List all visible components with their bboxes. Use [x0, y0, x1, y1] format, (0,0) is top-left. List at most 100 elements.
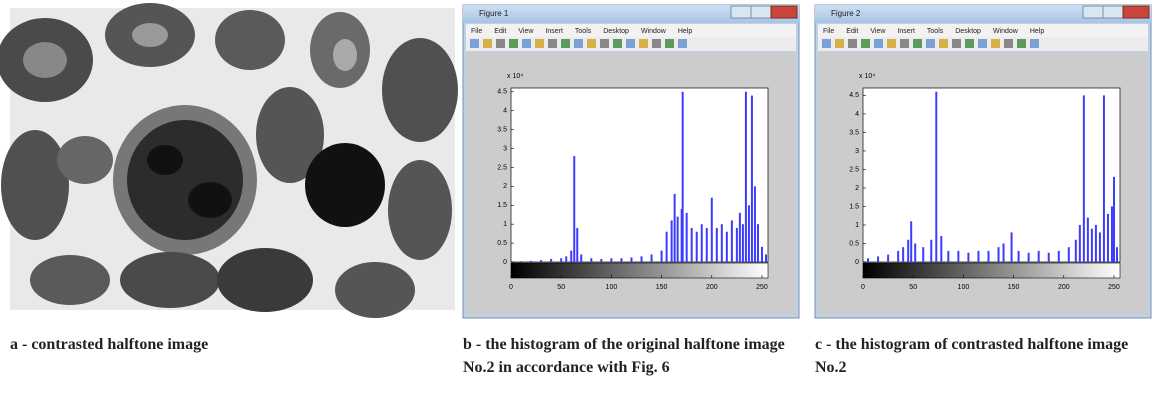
- x-tick-label: 150: [656, 284, 668, 291]
- bar: [897, 250, 900, 262]
- bar: [930, 239, 933, 262]
- x-tick-label: 200: [1058, 284, 1070, 291]
- bar: [877, 256, 880, 262]
- bar: [730, 220, 733, 262]
- bar: [570, 250, 573, 262]
- bar: [1057, 250, 1060, 262]
- close-button: [770, 5, 798, 19]
- toolbar-icon: [887, 39, 896, 48]
- toolbar-icon: [665, 39, 674, 48]
- minimize-button: [1082, 5, 1104, 19]
- bar: [530, 260, 533, 262]
- bar: [685, 212, 688, 262]
- menu-item: Insert: [897, 28, 915, 35]
- bar: [520, 261, 523, 262]
- bar: [744, 91, 747, 262]
- toolbar-icon: [639, 39, 648, 48]
- micrograph: [0, 3, 458, 318]
- y-tick-label: 0.5: [497, 240, 507, 247]
- menu-item: View: [518, 28, 534, 35]
- menu-item: Insert: [545, 28, 563, 35]
- bar: [753, 186, 756, 262]
- bar: [910, 221, 913, 262]
- toolbar-icon: [548, 39, 557, 48]
- bar: [977, 250, 980, 262]
- bar: [710, 197, 713, 262]
- toolbar-icon: [939, 39, 948, 48]
- bar: [695, 231, 698, 262]
- bar: [1047, 252, 1050, 262]
- x-tick-label: 250: [756, 284, 768, 291]
- x-tick-label: 200: [706, 284, 718, 291]
- figure: Figure 1 File Edit View Insert Tools Desktop Wi…: [0, 3, 1152, 319]
- menu-item: Tools: [927, 28, 944, 35]
- window-title: Figure 2: [831, 9, 861, 18]
- x-tick-label: 0: [509, 284, 513, 291]
- caption: c - the histogram of contrasted halftone…: [815, 336, 1129, 376]
- menu-item: Window: [641, 28, 667, 35]
- toolbar-icon: [626, 39, 635, 48]
- bar: [690, 227, 693, 262]
- bar: [1027, 252, 1030, 262]
- y-tick-label: 2: [855, 185, 859, 192]
- bar: [1067, 247, 1070, 262]
- x-tick-label: 0: [861, 284, 865, 291]
- bar: [705, 227, 708, 262]
- bar: [670, 220, 673, 262]
- bar: [738, 212, 741, 262]
- bar: [590, 258, 593, 262]
- menu-item: Window: [993, 28, 1019, 35]
- maximize-button: [1102, 5, 1124, 19]
- x-tick-label: 100: [606, 284, 618, 291]
- toolbar-icon: [952, 39, 961, 48]
- bar: [715, 227, 718, 262]
- y-tick-label: 1: [503, 221, 507, 228]
- bar: [573, 156, 576, 262]
- bar: [673, 193, 676, 262]
- bar: [1112, 176, 1115, 262]
- bar: [922, 247, 925, 262]
- toolbar-icon: [561, 39, 570, 48]
- bar: [1074, 239, 1077, 262]
- y-tick-label: 0.5: [849, 240, 859, 247]
- window-title: Figure 1: [479, 9, 509, 18]
- bar: [660, 250, 663, 262]
- bar: [935, 91, 938, 263]
- y-tick-label: 1.5: [849, 203, 859, 210]
- bar: [620, 258, 623, 262]
- toolbar-icon: [470, 39, 479, 48]
- y-tick-label: 4: [855, 111, 859, 118]
- toolbar-icon: [1030, 39, 1039, 48]
- minimize-button: [730, 5, 752, 19]
- close-button: [1122, 5, 1150, 19]
- toolbar-icon: [496, 39, 505, 48]
- menu-item: Desktop: [955, 28, 981, 35]
- menu-item: View: [870, 28, 886, 35]
- menu-item: File: [471, 28, 482, 35]
- y-tick-label: 1.5: [497, 202, 507, 209]
- bar: [1102, 95, 1105, 262]
- menu-item: Desktop: [603, 28, 629, 35]
- axes: [510, 87, 769, 263]
- y-tick-label: 2.5: [849, 166, 859, 173]
- caption: b - the histogram of the original halfto…: [463, 336, 785, 376]
- bar: [902, 247, 905, 262]
- bar: [1082, 95, 1085, 262]
- bar: [747, 205, 750, 262]
- bar: [630, 257, 633, 262]
- toolbar-icon: [574, 39, 583, 48]
- bar: [1078, 224, 1081, 262]
- menu-item: Tools: [575, 28, 592, 35]
- axes: [862, 87, 1121, 263]
- x-tick-label: 50: [557, 284, 565, 291]
- bar: [867, 258, 870, 262]
- toolbar-icon: [848, 39, 857, 48]
- x-tick-label: 50: [909, 284, 917, 291]
- bar: [1017, 250, 1020, 262]
- bar: [560, 258, 563, 262]
- y-tick-label: 4.5: [497, 89, 507, 96]
- menu-item: Help: [1030, 28, 1045, 35]
- bar: [957, 250, 960, 262]
- bar: [680, 209, 683, 262]
- bar: [1115, 247, 1118, 262]
